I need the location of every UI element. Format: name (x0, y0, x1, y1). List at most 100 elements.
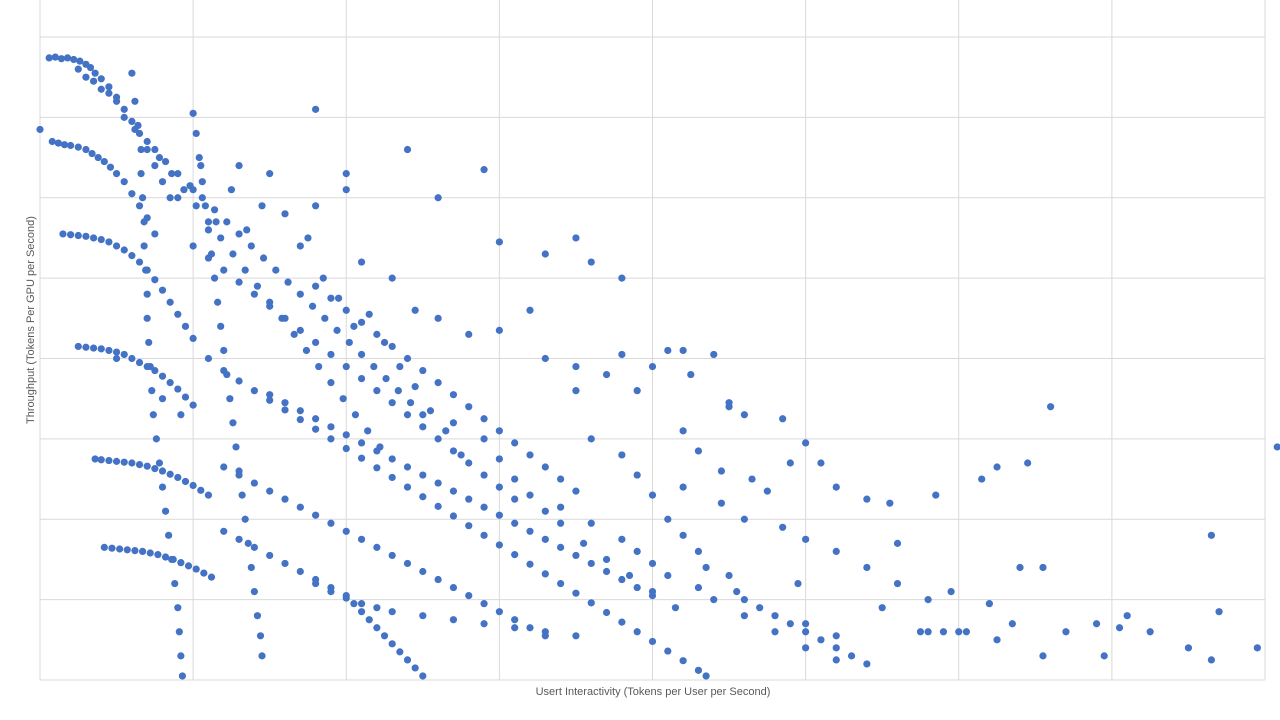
data-point (334, 294, 343, 302)
data-point (1039, 563, 1047, 572)
data-point (200, 569, 208, 577)
data-point (281, 406, 289, 414)
data-point (526, 306, 534, 314)
data-point (120, 105, 128, 113)
data-point (1146, 628, 1154, 636)
data-point (495, 511, 503, 519)
data-point (152, 435, 160, 443)
data-point (648, 559, 657, 568)
data-point (373, 624, 381, 632)
data-point (342, 170, 350, 178)
data-point (244, 539, 252, 547)
data-point (802, 620, 810, 628)
data-point (403, 411, 412, 419)
data-point (220, 463, 228, 471)
data-point (694, 666, 703, 674)
data-point (373, 447, 381, 455)
data-point (1016, 563, 1024, 572)
data-point (924, 628, 932, 636)
data-point (465, 459, 473, 467)
data-point (321, 314, 329, 322)
data-point (235, 278, 243, 286)
data-point (602, 567, 611, 576)
data-point (327, 350, 335, 359)
data-point (189, 401, 197, 409)
data-point (74, 342, 82, 351)
data-point (434, 314, 442, 322)
data-point (480, 600, 488, 608)
data-point (465, 330, 473, 338)
data-point (247, 563, 255, 572)
data-point (220, 266, 228, 274)
data-point (526, 624, 534, 632)
data-point (296, 242, 304, 250)
data-point (924, 596, 932, 604)
data-point (740, 596, 748, 604)
data-point (120, 113, 128, 121)
data-point (717, 499, 726, 507)
data-point (204, 218, 213, 226)
data-point (143, 290, 151, 298)
data-point (192, 129, 200, 138)
data-point (985, 600, 993, 608)
data-point (105, 346, 113, 355)
data-point (151, 230, 159, 238)
data-point (266, 302, 274, 310)
gridlines (39, 0, 1266, 681)
data-point (449, 512, 458, 520)
data-point (174, 604, 182, 612)
data-point (201, 202, 209, 210)
data-point (281, 210, 289, 218)
data-point (419, 471, 427, 479)
data-point (526, 560, 534, 568)
data-point (618, 350, 626, 359)
data-point (863, 660, 871, 668)
data-point (158, 467, 167, 475)
data-point (220, 527, 228, 535)
data-point (388, 342, 396, 351)
data-point (465, 592, 473, 600)
data-point (939, 628, 948, 636)
data-point (174, 170, 182, 178)
data-point (281, 495, 289, 503)
data-point (204, 354, 213, 363)
data-point (327, 519, 335, 527)
data-point (296, 290, 304, 298)
data-point (602, 370, 611, 379)
data-point (128, 459, 136, 467)
data-point (587, 519, 595, 527)
data-point (1008, 620, 1016, 628)
data-point (648, 491, 657, 499)
data-point (403, 354, 412, 363)
data-point (165, 531, 173, 539)
data-point (480, 620, 488, 628)
data-point (180, 186, 188, 194)
data-point (281, 559, 289, 568)
data-point (174, 385, 182, 393)
data-point (342, 186, 350, 194)
data-point (57, 55, 66, 63)
data-point (181, 393, 190, 401)
data-point (131, 546, 139, 555)
data-point (195, 153, 203, 162)
data-point (1062, 628, 1070, 636)
data-point (342, 306, 350, 314)
data-point (893, 539, 902, 547)
data-point (217, 234, 225, 242)
data-point (177, 559, 185, 567)
data-point (235, 471, 243, 479)
data-point (633, 583, 641, 592)
data-point (388, 473, 396, 482)
data-point (587, 559, 595, 568)
data-point (235, 535, 243, 543)
data-point (151, 465, 159, 473)
data-point (243, 226, 251, 234)
data-point (618, 535, 626, 543)
data-point (250, 387, 258, 395)
data-point (694, 547, 703, 556)
data-point (449, 419, 458, 427)
data-point (266, 487, 274, 495)
data-point (932, 491, 940, 499)
data-point (143, 137, 151, 146)
data-point (403, 463, 412, 471)
